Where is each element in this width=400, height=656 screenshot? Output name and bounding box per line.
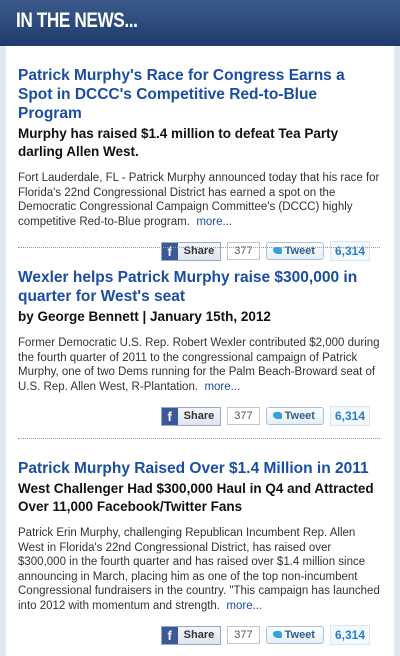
news-item: Patrick Murphy Raised Over $1.4 Million … [18,459,380,645]
news-title[interactable]: Wexler helps Patrick Murphy raise $300,0… [18,269,358,305]
tweet-count: 6,314 [329,241,370,261]
tweet-count: 6,314 [329,406,370,426]
news-body: Fort Lauderdale, FL - Patrick Murphy ann… [18,171,380,229]
news-subtitle: by George Bennett | January 15th, 2012 [18,309,271,324]
facebook-count: 377 [227,242,260,260]
news-item: Wexler helps Patrick Murphy raise $300,0… [18,268,380,426]
tweet-button[interactable]: Tweet [265,407,324,425]
news-subtitle: West Challenger Had $300,000 Haul in Q4 … [18,481,374,514]
tweet-button[interactable]: Tweet [265,242,324,260]
facebook-icon: f [161,626,178,644]
more-link[interactable]: more... [196,215,233,228]
facebook-count: 377 [227,407,260,425]
facebook-icon: f [161,242,178,260]
news-body: Former Democratic U.S. Rep. Robert Wexle… [18,336,380,394]
tweet-count: 6,314 [329,625,370,645]
facebook-share-button[interactable]: f Share [160,241,222,261]
header-bar: IN THE NEWS... [0,0,400,46]
news-item: Patrick Murphy's Race for Congress Earns… [18,66,380,261]
news-title[interactable]: Patrick Murphy's Race for Congress Earns… [18,67,345,122]
news-text: Fort Lauderdale, FL - Patrick Murphy ann… [18,172,380,228]
more-link[interactable]: more... [204,380,241,393]
news-body: Patrick Erin Murphy, challenging Republi… [18,526,380,613]
facebook-share-button[interactable]: f Share [160,625,222,645]
facebook-share-label: Share [183,629,215,641]
share-bar: f Share 377 Tweet 6,314 [160,625,370,645]
news-text: Patrick Erin Murphy, challenging Republi… [18,527,380,612]
facebook-icon: f [161,407,178,425]
facebook-share-label: Share [183,410,215,422]
news-text: Former Democratic U.S. Rep. Robert Wexle… [18,337,380,393]
separator [18,247,380,248]
facebook-share-button[interactable]: f Share [160,406,222,426]
facebook-share-label: Share [183,245,215,257]
share-bar: f Share 377 Tweet 6,314 [160,406,370,426]
facebook-count: 377 [227,626,260,644]
header-title: IN THE NEWS... [16,9,138,32]
share-bar: f Share 377 Tweet 6,314 [160,241,370,261]
more-link[interactable]: more... [226,599,263,612]
content-panel [6,0,394,656]
tweet-button[interactable]: Tweet [265,626,324,644]
news-subtitle: Murphy has raised $1.4 million to defeat… [18,126,339,159]
separator [18,438,380,439]
news-title[interactable]: Patrick Murphy Raised Over $1.4 Million … [18,460,369,477]
